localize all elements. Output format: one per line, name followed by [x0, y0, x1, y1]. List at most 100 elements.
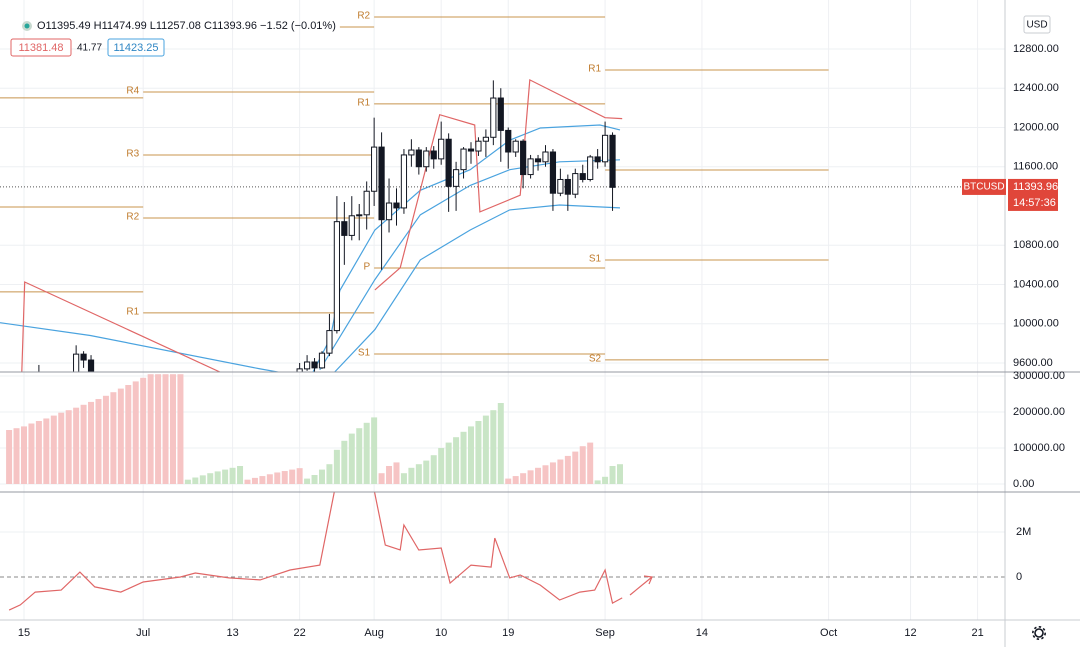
volume-bar	[80, 404, 87, 485]
volume-bar	[192, 477, 199, 485]
candle-body	[318, 352, 326, 369]
symbol-tag	[962, 178, 1006, 195]
volume-bar	[594, 480, 601, 485]
volume-bar	[281, 471, 288, 485]
volume-bar	[482, 415, 489, 485]
y-tick-label: 10400.00	[1013, 278, 1059, 290]
pivot-label: S1	[358, 348, 371, 359]
candle-body	[557, 178, 564, 194]
volume-bar	[237, 466, 244, 485]
y-tick-label: 12400.00	[1013, 82, 1059, 94]
x-tick-label: 19	[502, 627, 514, 639]
volume-bar	[117, 388, 124, 485]
volume-bar	[214, 471, 221, 485]
volume-bar	[386, 466, 393, 485]
candle-body	[475, 140, 482, 152]
volume-bar	[162, 374, 169, 485]
volume-bar	[274, 472, 281, 485]
x-tick-label: 10	[435, 627, 447, 639]
pivot-label: R2	[126, 212, 139, 223]
volume-bar	[132, 381, 139, 485]
candle-body	[460, 148, 467, 171]
volume-bar	[505, 478, 512, 485]
volume-bar	[348, 433, 355, 485]
candle-body	[73, 353, 80, 372]
candle-body	[400, 154, 408, 209]
pivot-label: R4	[126, 86, 139, 97]
candle-body	[520, 140, 527, 176]
volume-bar	[102, 395, 109, 485]
candle-body	[438, 138, 445, 160]
price-pane: R4 R3 R2 R1 R2 R1 P S1 R1 S1 S2	[0, 11, 1005, 393]
candle-body	[572, 173, 579, 195]
candle-body	[341, 221, 348, 236]
volume-bar	[177, 374, 184, 485]
y-tick-label: 9600.00	[1013, 357, 1053, 369]
x-tick-label: Aug	[364, 627, 384, 639]
candle-body	[452, 169, 460, 187]
y-tick-label: 10800.00	[1013, 239, 1059, 251]
x-tick-label: 15	[18, 627, 30, 639]
settings-icon[interactable]	[1032, 626, 1046, 640]
volume-bar	[408, 467, 415, 485]
candle-body	[467, 148, 475, 152]
candle-body	[423, 150, 430, 168]
volume-bar	[28, 423, 35, 485]
volume-bar	[356, 428, 363, 485]
overlay-line	[319, 159, 621, 371]
volume-bar	[73, 407, 80, 485]
volume-bar	[207, 473, 214, 485]
candle-body	[333, 221, 340, 332]
y-tick-label: 0.00	[1013, 478, 1034, 490]
annotation-arrow-head	[643, 575, 653, 585]
volume-bar	[65, 410, 72, 485]
volume-bar	[244, 479, 251, 485]
badge-text: 41.77	[77, 43, 102, 54]
candle-body	[490, 97, 497, 138]
volume-bar	[378, 473, 385, 485]
badge-text: 11423.25	[113, 42, 158, 54]
candle-body	[527, 158, 534, 176]
volume-bar	[453, 437, 460, 485]
price-tag	[1008, 178, 1058, 211]
candle-body	[348, 215, 355, 236]
x-tick-label: Oct	[820, 627, 837, 639]
volume-bar	[445, 442, 452, 485]
y-tick-label: 12800.00	[1013, 43, 1059, 55]
candle-body	[44, 383, 49, 393]
candle-body	[549, 151, 557, 194]
y-tick-label: 300000.00	[1013, 370, 1065, 382]
candle-body	[36, 378, 41, 383]
overlay-line	[334, 204, 621, 372]
candle-body	[296, 368, 303, 372]
pivot-label: R1	[357, 98, 370, 109]
badge-text: 11381.48	[18, 42, 63, 54]
volume-bar	[58, 412, 65, 485]
x-tick-label: Jul	[136, 627, 150, 639]
volume-bar	[363, 422, 370, 485]
pivot-label: R1	[588, 64, 601, 75]
volume-bar	[125, 384, 132, 485]
candle-body	[326, 330, 333, 354]
y-tick-label: 200000.00	[1013, 406, 1065, 418]
volume-bar	[259, 476, 266, 485]
status-dot-core	[24, 23, 30, 29]
countdown-label: 14:57:36	[1013, 197, 1056, 209]
y-tick-label: 12000.00	[1013, 121, 1059, 133]
volume-bar	[527, 470, 534, 485]
overlay-line	[0, 124, 621, 372]
volume-bar	[110, 392, 117, 485]
volume-bar	[140, 377, 147, 485]
volume-bar	[371, 417, 378, 485]
pivot-label: S1	[589, 254, 602, 265]
candle-body	[505, 129, 512, 153]
volume-bar	[20, 426, 27, 485]
volume-bar	[199, 475, 206, 485]
x-tick-label: Sep	[595, 627, 615, 639]
currency-box[interactable]	[1023, 15, 1051, 34]
volume-bar	[460, 431, 467, 485]
y-tick-label: 2M	[1016, 526, 1031, 538]
volume-bar	[311, 475, 318, 485]
candle-body	[609, 134, 616, 188]
